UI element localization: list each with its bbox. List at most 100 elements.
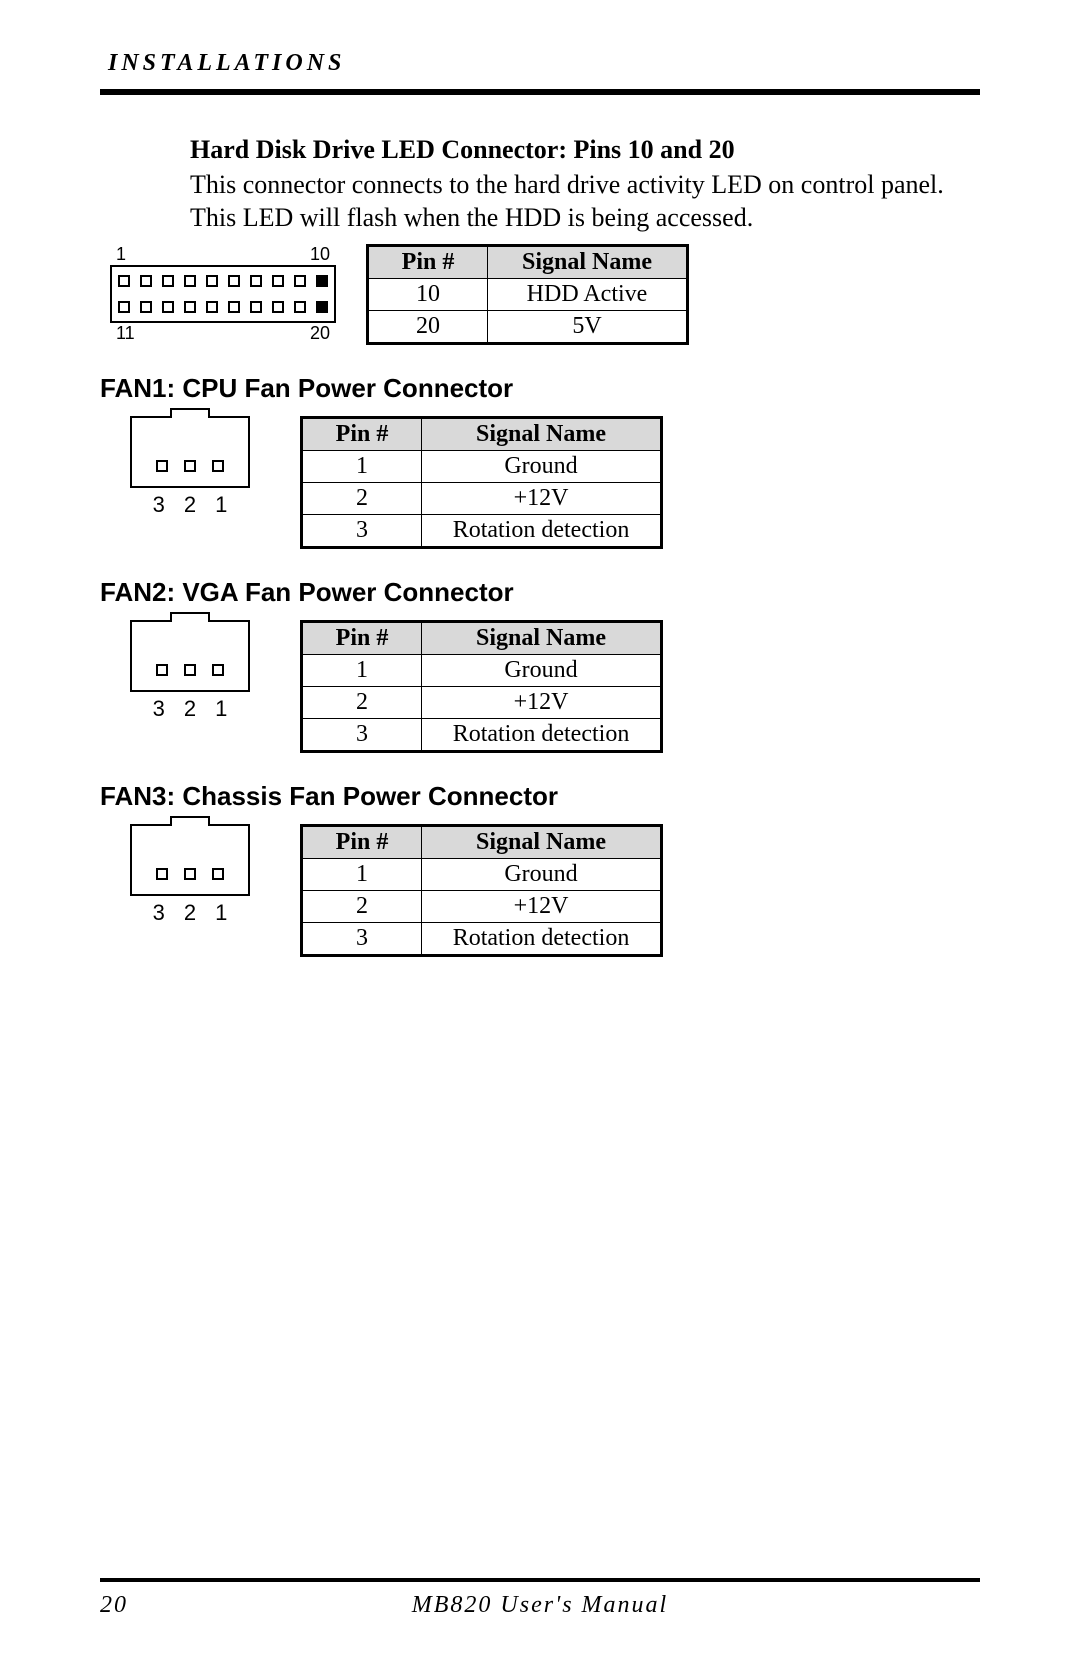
fan-key-tab [170,612,210,622]
table-cell: Ground [422,655,662,687]
pin-icon [294,301,306,313]
hdd-body-text: This connector connects to the hard driv… [190,169,970,234]
pin-label: 3 [153,696,165,722]
fan3-row: 3 2 1 Pin # Signal Name 1Ground2+12V3Rot… [190,824,970,957]
pin-icon [206,301,218,313]
table-cell: 1 [302,451,422,483]
pin-icon [140,301,152,313]
pin-icon [140,275,152,287]
pin-icon [156,868,168,880]
page-number: 20 [100,1592,128,1619]
pin-label: 3 [153,492,165,518]
hdd-pin-table: Pin # Signal Name 10HDD Active205V [366,244,689,345]
table-cell: HDD Active [488,279,688,311]
pin-label: 2 [184,900,196,926]
fan1-row: 3 2 1 Pin # Signal Name 1Ground2+12V3Rot… [190,416,970,549]
pin-icon [206,275,218,287]
table-header: Pin # [302,826,422,859]
fan2-diagram: 3 2 1 [130,620,250,722]
fan3-diagram: 3 2 1 [130,824,250,926]
page: INSTALLATIONS Hard Disk Drive LED Connec… [0,0,1080,1669]
pin-icon [294,275,306,287]
table-header: Signal Name [422,418,662,451]
table-cell: 3 [302,923,422,956]
pin-icon [250,275,262,287]
pin-icon [162,275,174,287]
pin-label: 1 [215,492,227,518]
table-row: 3Rotation detection [302,923,662,956]
table-cell: 2 [302,687,422,719]
table-cell: 3 [302,719,422,752]
table-header: Pin # [302,622,422,655]
table-row: 3Rotation detection [302,719,662,752]
hdd-top-labels: 1 10 [110,244,336,265]
pin-icon [184,275,196,287]
fan3-title: FAN3: Chassis Fan Power Connector [100,781,970,812]
fan2-title: FAN2: VGA Fan Power Connector [100,577,970,608]
hdd-row: 1 10 11 20 Pin # Signal Name 10HDD Activ… [190,244,970,345]
pin-icon [162,301,174,313]
pin-icon [228,275,240,287]
pin-icon [118,275,130,287]
table-cell: Ground [422,859,662,891]
table-cell: 1 [302,859,422,891]
pin-icon [184,664,196,676]
fan-connector-box [130,416,250,488]
table-cell: 10 [368,279,488,311]
footer-row: 20 MB820 User's Manual [100,1592,980,1619]
fan1-title: FAN1: CPU Fan Power Connector [100,373,970,404]
pin-icon [316,275,328,287]
fan2-pin-labels: 3 2 1 [130,696,250,722]
pin-label: 2 [184,492,196,518]
pin-icon [156,460,168,472]
fan3-pin-labels: 3 2 1 [130,900,250,926]
pin-icon [212,868,224,880]
header-section-title: INSTALLATIONS [108,50,980,77]
table-row: 1Ground [302,655,662,687]
table-cell: Rotation detection [422,515,662,548]
table-cell: Rotation detection [422,719,662,752]
manual-title: MB820 User's Manual [100,1592,980,1619]
table-cell: Ground [422,451,662,483]
fan2-pin-table: Pin # Signal Name 1Ground2+12V3Rotation … [300,620,663,753]
table-cell: 2 [302,891,422,923]
hdd-label-1: 1 [116,244,126,265]
table-cell: 20 [368,311,488,344]
table-row: 2+12V [302,687,662,719]
fan-pins [132,460,248,472]
table-cell: 3 [302,515,422,548]
table-row: 1Ground [302,859,662,891]
table-row: 205V [368,311,688,344]
hdd-diagram: 1 10 11 20 [110,244,336,344]
table-header: Signal Name [488,246,688,279]
fan-pins [132,664,248,676]
pin-icon [212,460,224,472]
pin-icon [272,275,284,287]
fan2-row: 3 2 1 Pin # Signal Name 1Ground2+12V3Rot… [190,620,970,753]
table-cell: 1 [302,655,422,687]
table-cell: +12V [422,687,662,719]
pin-icon [212,664,224,676]
pin-icon [272,301,284,313]
pin-label: 2 [184,696,196,722]
footer-rule [100,1578,980,1582]
fan1-pin-table: Pin # Signal Name 1Ground2+12V3Rotation … [300,416,663,549]
table-cell: 5V [488,311,688,344]
pin-icon [184,460,196,472]
pin-icon [184,301,196,313]
fan-connector-box [130,620,250,692]
hdd-label-10: 10 [310,244,330,265]
table-header: Pin # [368,246,488,279]
pin-label: 1 [215,696,227,722]
table-row: 2+12V [302,483,662,515]
table-row: 1Ground [302,451,662,483]
pin-icon [156,664,168,676]
table-row: 2+12V [302,891,662,923]
table-cell: +12V [422,483,662,515]
pin-label: 1 [215,900,227,926]
fan1-diagram: 3 2 1 [130,416,250,518]
table-row: 10HDD Active [368,279,688,311]
pin-icon [184,868,196,880]
hdd-connector-box [110,265,336,323]
fan3-pin-table: Pin # Signal Name 1Ground2+12V3Rotation … [300,824,663,957]
